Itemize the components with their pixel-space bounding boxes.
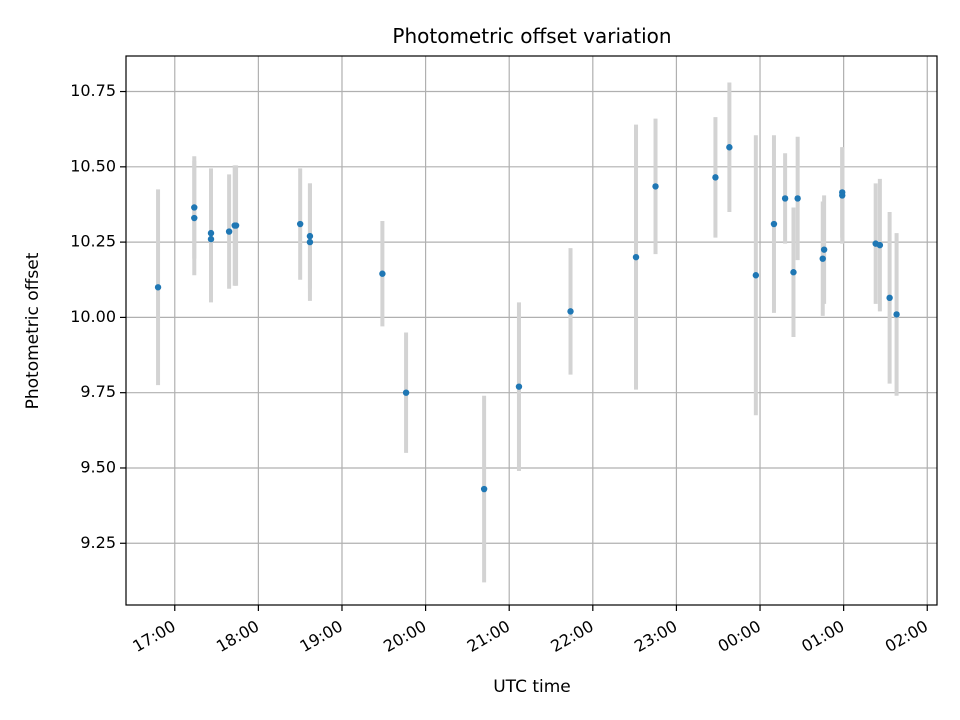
data-point <box>296 220 304 228</box>
data-point <box>207 235 215 243</box>
data-point <box>839 192 846 199</box>
y-tick-label: 10.00 <box>70 307 116 326</box>
y-tick-label: 9.50 <box>80 457 116 476</box>
data-point <box>790 269 797 276</box>
data-point <box>794 195 801 202</box>
data-point <box>154 284 162 291</box>
data-point <box>886 294 893 302</box>
data-point <box>632 253 640 261</box>
x-axis-title: UTC time <box>493 677 571 697</box>
data-point <box>893 311 900 318</box>
y-tick-label: 10.25 <box>70 232 116 251</box>
data-point <box>480 485 488 493</box>
data-point <box>567 308 574 315</box>
data-point <box>770 220 778 228</box>
data-point <box>379 270 386 277</box>
y-tick-label: 10.75 <box>70 81 116 100</box>
data-point <box>712 174 719 181</box>
y-axis-title: Photometric offset <box>23 252 43 409</box>
y-tick-label: 9.75 <box>80 382 116 401</box>
data-point <box>207 229 215 237</box>
data-point <box>306 232 314 240</box>
data-point <box>652 183 659 190</box>
data-point <box>232 222 240 229</box>
data-point <box>306 238 314 246</box>
data-point <box>876 241 884 249</box>
y-axis-ticks: 9.25 9.50 9.75 10.00 10.25 10.50 10.75 <box>70 81 126 552</box>
data-point <box>402 389 410 396</box>
y-tick-label: 9.25 <box>80 533 116 552</box>
data-point <box>191 214 198 222</box>
data-point <box>191 204 198 211</box>
plot-frame <box>125 55 938 606</box>
grid <box>126 56 937 605</box>
chart-title: Photometric offset variation <box>392 24 671 48</box>
data-point <box>726 144 733 151</box>
data-points <box>154 144 900 493</box>
data-point <box>781 195 789 202</box>
data-point <box>752 272 760 279</box>
data-point <box>819 255 826 262</box>
y-tick-label: 10.50 <box>70 156 116 175</box>
data-point <box>225 228 233 235</box>
data-point <box>515 383 523 390</box>
data-point <box>820 246 828 253</box>
